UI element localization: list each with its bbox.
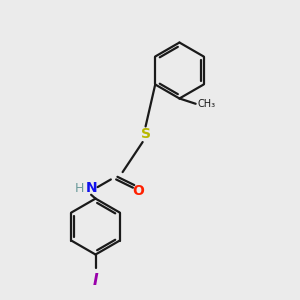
Text: N: N [85, 181, 97, 195]
Text: H: H [75, 182, 85, 195]
Text: I: I [93, 273, 98, 288]
Text: S: S [141, 127, 151, 141]
Text: O: O [132, 184, 144, 198]
Text: CH₃: CH₃ [197, 99, 215, 109]
